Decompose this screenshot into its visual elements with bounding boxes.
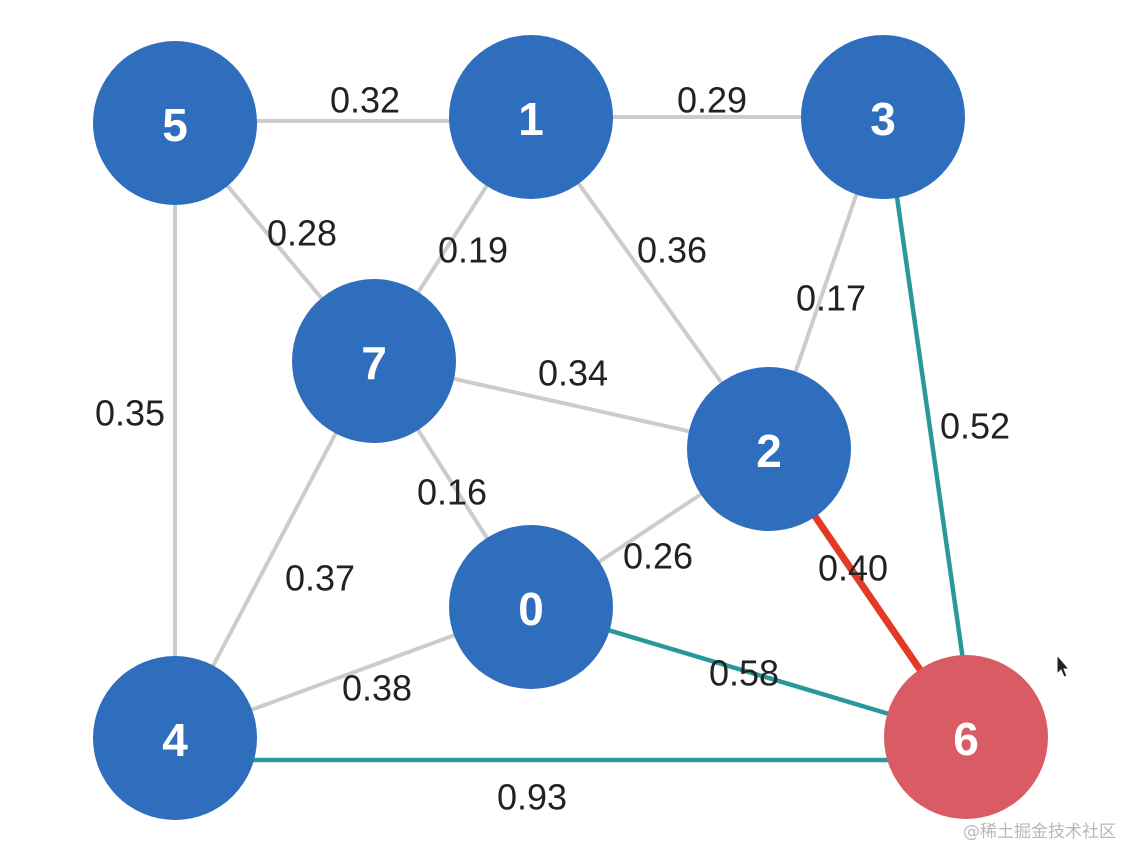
- edge-weight-label-4-0: 0.38: [342, 668, 412, 709]
- edge-3-6: [893, 189, 966, 661]
- node-circle-6: [884, 655, 1048, 819]
- node-label-6: 6: [953, 713, 979, 765]
- edge-weight-label-0-2: 0.26: [623, 536, 693, 577]
- node-6: 6: [884, 655, 1048, 819]
- edge-weight-label-4-6: 0.93: [497, 777, 567, 818]
- node-circle-2: [687, 367, 851, 531]
- node-circle-5: [93, 41, 257, 205]
- node-circle-0: [449, 525, 613, 689]
- node-label-4: 4: [162, 714, 188, 766]
- edge-weight-label-7-0: 0.16: [417, 472, 487, 513]
- node-7: 7: [292, 279, 456, 443]
- edge-weight-label-7-2: 0.34: [538, 353, 608, 394]
- node-circle-3: [801, 35, 965, 199]
- node-label-0: 0: [518, 583, 544, 635]
- node-label-7: 7: [361, 337, 387, 389]
- edge-weight-label-1-7: 0.19: [438, 230, 508, 271]
- node-3: 3: [801, 35, 965, 199]
- edge-weight-label-7-4: 0.37: [285, 558, 355, 599]
- node-1: 1: [449, 35, 613, 199]
- watermark: @稀土掘金技术社区: [963, 822, 1116, 842]
- node-circle-4: [93, 656, 257, 820]
- edge-weight-label-5-1: 0.32: [330, 80, 400, 121]
- mouse-cursor-icon: [1056, 653, 1071, 678]
- node-0: 0: [449, 525, 613, 689]
- node-circle-7: [292, 279, 456, 443]
- edge-labels-layer: 0.32 0.29 0.28 0.19 0.36 0.17 0.35 0.34 0.52 0.16…: [95, 80, 1010, 818]
- node-label-2: 2: [756, 425, 782, 477]
- node-5: 5: [93, 41, 257, 205]
- nodes-layer: 0 1 2 3 4 5 6 7: [93, 35, 1048, 820]
- edge-weight-label-0-6: 0.58: [709, 653, 779, 694]
- edge-weight-label-1-3: 0.29: [677, 80, 747, 121]
- node-label-1: 1: [518, 93, 544, 145]
- node-circle-1: [449, 35, 613, 199]
- edge-weight-label-1-2: 0.36: [637, 230, 707, 271]
- edge-weight-label-5-7: 0.28: [267, 213, 337, 254]
- edge-weight-label-3-6: 0.52: [940, 406, 1010, 447]
- edge-weight-label-3-2: 0.17: [796, 278, 866, 319]
- edge-weight-label-2-6: 0.40: [818, 548, 888, 589]
- node-label-5: 5: [162, 99, 188, 151]
- node-label-3: 3: [870, 93, 896, 145]
- edge-weight-label-5-4: 0.35: [95, 393, 165, 434]
- node-4: 4: [93, 656, 257, 820]
- node-2: 2: [687, 367, 851, 531]
